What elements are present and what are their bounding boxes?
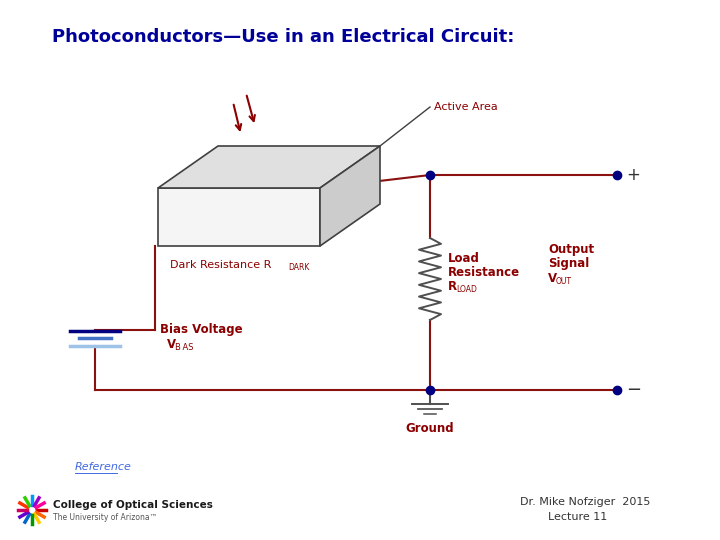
Text: Lecture 11: Lecture 11 (548, 512, 607, 522)
Text: Active Area: Active Area (434, 102, 498, 112)
Text: Ground: Ground (405, 422, 454, 435)
Text: OUT: OUT (556, 276, 572, 286)
Text: Dark Resistance R: Dark Resistance R (170, 260, 271, 270)
Polygon shape (320, 146, 380, 246)
Text: +: + (626, 166, 640, 184)
Text: Resistance: Resistance (448, 266, 520, 279)
Text: −: − (626, 381, 641, 399)
Text: Reference: Reference (75, 462, 132, 472)
Text: Bias Voltage: Bias Voltage (160, 323, 243, 336)
Text: Signal: Signal (548, 258, 589, 271)
Text: Output: Output (548, 244, 594, 256)
Polygon shape (158, 188, 320, 246)
Text: V: V (548, 272, 557, 285)
Text: DARK: DARK (288, 264, 310, 273)
Text: B AS: B AS (175, 342, 194, 352)
Text: The University of Arizona™: The University of Arizona™ (53, 514, 157, 523)
Text: V: V (167, 338, 176, 350)
Text: R: R (448, 280, 457, 293)
Text: Photoconductors—Use in an Electrical Circuit:: Photoconductors—Use in an Electrical Cir… (52, 28, 514, 46)
Text: LOAD: LOAD (456, 285, 477, 294)
Polygon shape (158, 146, 380, 188)
Text: Load: Load (448, 252, 480, 265)
Text: College of Optical Sciences: College of Optical Sciences (53, 500, 213, 510)
Text: Dr. Mike Nofziger  2015: Dr. Mike Nofziger 2015 (520, 497, 650, 507)
